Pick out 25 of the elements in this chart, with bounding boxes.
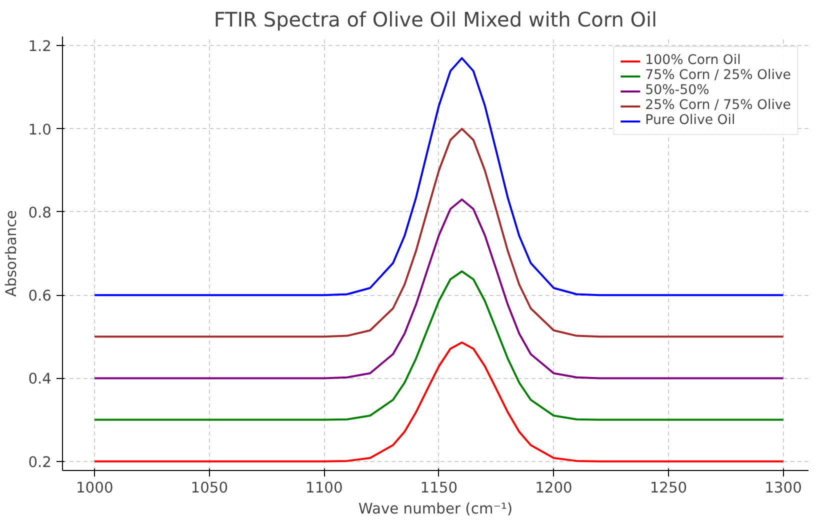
legend-label: 75% Corn / 25% Olive xyxy=(645,68,791,83)
y-tick-label: 0.4 xyxy=(28,370,52,388)
line-series xyxy=(94,341,784,462)
chart-title: FTIR Spectra of Olive Oil Mixed with Corn Oil xyxy=(214,8,658,32)
x-tick-label: 1200 xyxy=(535,480,572,496)
y-tick-label: 0.2 xyxy=(28,454,52,471)
legend-label: Pure Olive Oil xyxy=(645,113,736,128)
x-tick-label: 1050 xyxy=(190,480,228,496)
x-tick-label: 1250 xyxy=(650,480,688,496)
y-tick-label: 1.0 xyxy=(28,121,52,138)
x-tick-label: 1150 xyxy=(420,480,458,496)
y-axis-title: Absorbance xyxy=(3,210,20,297)
y-tick-label: 0.8 xyxy=(28,204,52,222)
y-tick-label: 1.2 xyxy=(28,38,52,56)
x-axis-title: Wave number (cm⁻¹) xyxy=(358,500,513,518)
x-tick-label: 1100 xyxy=(306,480,343,496)
legend-label: 100% Corn Oil xyxy=(645,53,741,68)
legend-label: 50%-50% xyxy=(645,83,710,98)
x-tick-label: 1300 xyxy=(764,480,802,496)
line-series xyxy=(94,270,784,421)
y-tick-label: 0.6 xyxy=(28,288,52,305)
x-tick-label: 1000 xyxy=(76,480,114,496)
legend-label: 25% Corn / 75% Olive xyxy=(645,98,791,113)
line-series xyxy=(94,198,784,380)
line-series xyxy=(94,128,784,338)
